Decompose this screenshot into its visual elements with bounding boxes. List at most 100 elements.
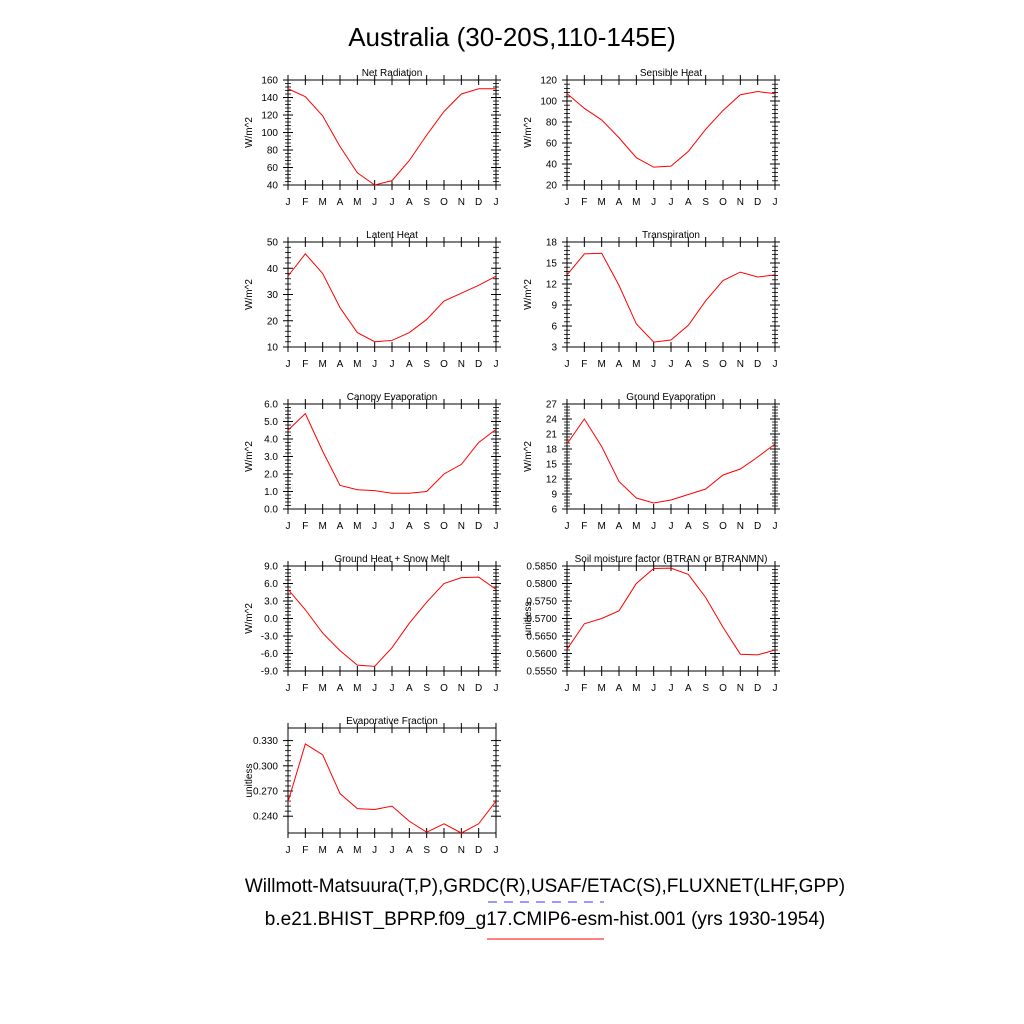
x-tick-label: A [406,845,413,856]
y-tick-label: 12 [546,475,558,486]
y-axis-label: unitless [523,602,534,636]
y-tick-label: 40 [267,181,279,192]
y-tick-label: 100 [261,128,278,139]
y-tick-label: 0.0 [264,614,278,625]
y-tick-label: 80 [546,118,558,129]
x-tick-label: J [669,521,674,532]
x-tick-label: S [702,197,709,208]
x-tick-label: S [423,359,430,370]
y-axis-label: W/m^2 [523,117,534,148]
x-tick-label: J [773,683,778,694]
legend-entry-model-label: b.e21.BHIST_BPRP.f09_g17.CMIP6-esm-hist.… [265,909,825,930]
x-tick-label: A [616,683,623,694]
x-tick-label: F [302,521,308,532]
x-tick-label: D [475,845,482,856]
y-tick-label: 0.270 [253,787,278,798]
x-tick-label: A [337,521,344,532]
x-tick-label: S [423,521,430,532]
x-tick-label: O [440,521,448,532]
x-tick-label: S [702,359,709,370]
x-tick-label: M [597,521,605,532]
panel-title: Evaporative Fraction [346,716,438,727]
y-tick-label: 120 [261,111,278,122]
x-tick-label: A [337,197,344,208]
x-tick-label: A [685,683,692,694]
x-tick-label: J [669,683,674,694]
y-tick-label: 18 [546,445,558,456]
x-tick-label: M [318,197,326,208]
x-tick-label: S [423,683,430,694]
series-line [287,253,497,343]
y-tick-label: 6.0 [264,400,278,411]
x-tick-label: D [475,521,482,532]
x-tick-label: M [318,683,326,694]
y-tick-label: 9.0 [264,562,278,573]
x-tick-label: J [565,359,570,370]
x-tick-label: N [458,197,465,208]
x-tick-label: F [302,197,308,208]
y-tick-label: -3.0 [261,632,279,643]
x-tick-label: M [353,197,361,208]
x-tick-label: J [286,197,291,208]
x-tick-label: N [458,521,465,532]
y-tick-label: 27 [546,400,558,411]
panel-title: Sensible Heat [640,68,702,79]
x-tick-label: F [581,359,587,370]
x-tick-label: M [318,359,326,370]
x-tick-label: O [719,359,727,370]
y-axis-label: W/m^2 [244,117,255,148]
y-axis-label: W/m^2 [523,279,534,310]
series-line [287,743,497,834]
y-tick-label: 0.0 [264,505,278,516]
x-tick-label: O [719,521,727,532]
y-tick-label: 12 [546,280,558,291]
y-tick-label: 2.0 [264,470,278,481]
x-tick-label: J [651,683,656,694]
x-tick-label: O [719,197,727,208]
x-tick-label: A [616,521,623,532]
x-tick-label: A [685,197,692,208]
x-tick-label: F [302,845,308,856]
y-tick-label: -9.0 [261,667,279,678]
plot-frame [287,79,497,186]
y-tick-label: 0.5550 [526,667,557,678]
panel-title: Canopy Evaporation [347,392,438,403]
y-tick-label: 9 [551,490,557,501]
x-tick-label: M [353,521,361,532]
series-line [566,91,776,168]
x-tick-label: F [581,197,587,208]
legend: Willmott-Matsuura(T,P),GRDC(R),USAF/ETAC… [245,876,845,940]
x-tick-label: D [475,359,482,370]
x-tick-label: J [390,683,395,694]
x-tick-label: M [353,845,361,856]
panel-title: Latent Heat [366,230,418,241]
x-tick-label: A [337,845,344,856]
x-tick-label: S [423,845,430,856]
panel-canopy-evaporation: Canopy Evaporation 0.0 1.0 2.0 3.0 4.0 5.0 6.0 J… [244,392,501,532]
x-tick-label: J [372,359,377,370]
y-tick-label: 0.5600 [526,649,557,660]
x-tick-label: J [651,359,656,370]
x-tick-label: A [685,359,692,370]
x-tick-label: N [737,521,744,532]
x-tick-label: A [337,683,344,694]
x-tick-label: M [597,359,605,370]
x-tick-label: J [286,683,291,694]
x-tick-label: A [406,683,413,694]
x-tick-label: F [302,359,308,370]
y-tick-label: 20 [267,316,279,327]
y-tick-label: 80 [267,146,279,157]
x-tick-label: J [372,521,377,532]
plot-frame [287,565,497,672]
y-tick-label: 5.0 [264,417,278,428]
x-tick-label: J [494,197,499,208]
x-tick-label: F [581,683,587,694]
x-tick-label: A [406,359,413,370]
x-tick-label: J [372,683,377,694]
legend-entry-obs-label: Willmott-Matsuura(T,P),GRDC(R),USAF/ETAC… [245,876,845,897]
y-axis-label: W/m^2 [244,441,255,472]
x-tick-label: A [337,359,344,370]
